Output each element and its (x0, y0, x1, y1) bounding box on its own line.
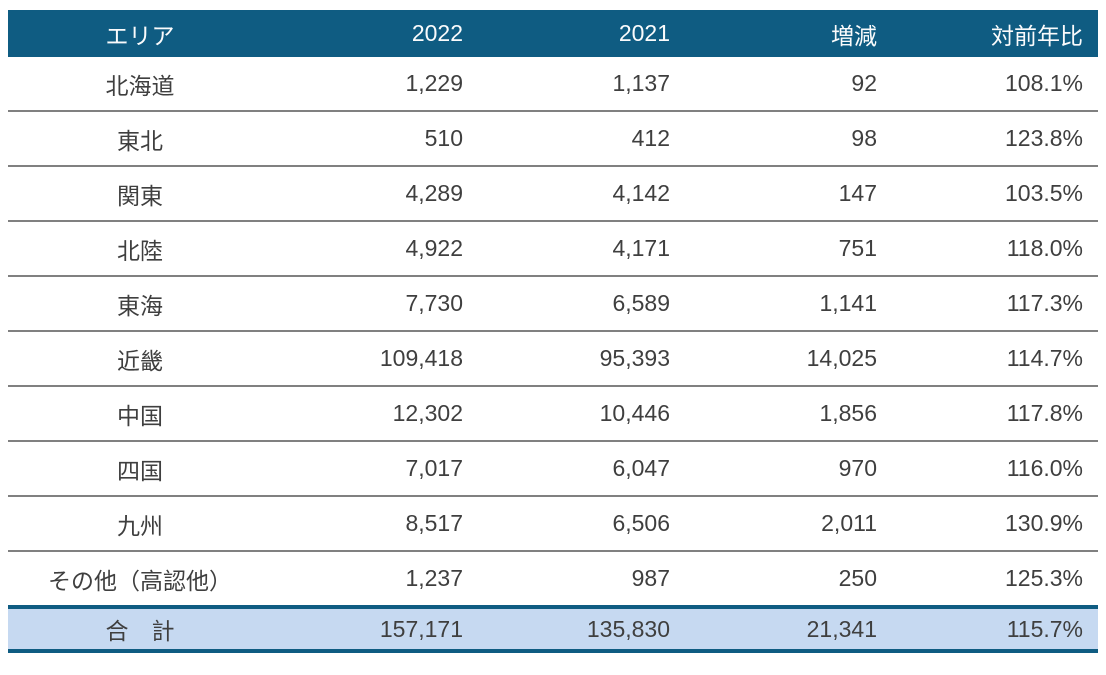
table-row-hokkaido: 北海道 1,229 1,137 92 108.1% (8, 57, 1098, 112)
value-2022-cell: 4,289 (272, 166, 478, 222)
table-row-kinki: 近畿 109,418 95,393 14,025 114.7% (8, 331, 1098, 387)
ratio-cell: 130.9% (892, 496, 1098, 552)
value-2022-cell: 510 (272, 111, 478, 167)
ratio-cell: 116.0% (892, 441, 1098, 497)
value-2021-cell: 6,589 (478, 276, 685, 332)
area-cell: 九州 (8, 496, 272, 552)
value-2021-cell: 10,446 (478, 386, 685, 442)
value-2021-cell: 987 (478, 551, 685, 608)
total-label-cell: 合 計 (8, 605, 272, 653)
total-diff-cell: 21,341 (685, 605, 892, 653)
value-2022-cell: 109,418 (272, 331, 478, 387)
ratio-cell: 114.7% (892, 331, 1098, 387)
value-2022-cell: 8,517 (272, 496, 478, 552)
area-cell: 東北 (8, 111, 272, 167)
table-row-tokai: 東海 7,730 6,589 1,141 117.3% (8, 276, 1098, 332)
diff-cell: 751 (685, 221, 892, 277)
value-2021-cell: 4,171 (478, 221, 685, 277)
area-cell: 中国 (8, 386, 272, 442)
value-2022-cell: 7,017 (272, 441, 478, 497)
area-cell: その他（高認他） (8, 551, 272, 608)
header-row: エリア 2022 2021 増減 対前年比 (8, 10, 1098, 57)
area-cell: 近畿 (8, 331, 272, 387)
value-2022-cell: 4,922 (272, 221, 478, 277)
value-2021-cell: 6,506 (478, 496, 685, 552)
total-ratio-cell: 115.7% (892, 605, 1098, 653)
diff-cell: 2,011 (685, 496, 892, 552)
value-2021-cell: 4,142 (478, 166, 685, 222)
value-2021-cell: 95,393 (478, 331, 685, 387)
column-header-diff: 増減 (685, 10, 892, 57)
table-row-chugoku: 中国 12,302 10,446 1,856 117.8% (8, 386, 1098, 442)
column-header-yoy-ratio: 対前年比 (892, 10, 1098, 57)
table-row-tohoku: 東北 510 412 98 123.8% (8, 111, 1098, 167)
area-cell: 北海道 (8, 57, 272, 112)
table-row-other: その他（高認他） 1,237 987 250 125.3% (8, 551, 1098, 608)
area-cell: 四国 (8, 441, 272, 497)
area-comparison-table: エリア 2022 2021 増減 対前年比 北海道 1,229 1,137 92… (8, 10, 1098, 653)
diff-cell: 147 (685, 166, 892, 222)
diff-cell: 1,856 (685, 386, 892, 442)
column-header-2021: 2021 (478, 10, 685, 57)
area-cell: 北陸 (8, 221, 272, 277)
total-row: 合 計 157,171 135,830 21,341 115.7% (8, 605, 1098, 653)
value-2022-cell: 7,730 (272, 276, 478, 332)
value-2021-cell: 6,047 (478, 441, 685, 497)
value-2022-cell: 12,302 (272, 386, 478, 442)
ratio-cell: 103.5% (892, 166, 1098, 222)
diff-cell: 14,025 (685, 331, 892, 387)
table-row-kanto: 関東 4,289 4,142 147 103.5% (8, 166, 1098, 222)
ratio-cell: 123.8% (892, 111, 1098, 167)
column-header-area: エリア (8, 10, 272, 57)
ratio-cell: 108.1% (892, 57, 1098, 112)
area-cell: 関東 (8, 166, 272, 222)
column-header-2022: 2022 (272, 10, 478, 57)
ratio-cell: 118.0% (892, 221, 1098, 277)
ratio-cell: 125.3% (892, 551, 1098, 608)
value-2021-cell: 412 (478, 111, 685, 167)
value-2022-cell: 1,229 (272, 57, 478, 112)
diff-cell: 970 (685, 441, 892, 497)
diff-cell: 92 (685, 57, 892, 112)
total-2022-cell: 157,171 (272, 605, 478, 653)
table-container: エリア 2022 2021 増減 対前年比 北海道 1,229 1,137 92… (8, 10, 1098, 653)
table-row-hokuriku: 北陸 4,922 4,171 751 118.0% (8, 221, 1098, 277)
total-2021-cell: 135,830 (478, 605, 685, 653)
area-cell: 東海 (8, 276, 272, 332)
diff-cell: 250 (685, 551, 892, 608)
value-2022-cell: 1,237 (272, 551, 478, 608)
diff-cell: 1,141 (685, 276, 892, 332)
ratio-cell: 117.8% (892, 386, 1098, 442)
diff-cell: 98 (685, 111, 892, 167)
value-2021-cell: 1,137 (478, 57, 685, 112)
ratio-cell: 117.3% (892, 276, 1098, 332)
table-row-shikoku: 四国 7,017 6,047 970 116.0% (8, 441, 1098, 497)
table-row-kyushu: 九州 8,517 6,506 2,011 130.9% (8, 496, 1098, 552)
